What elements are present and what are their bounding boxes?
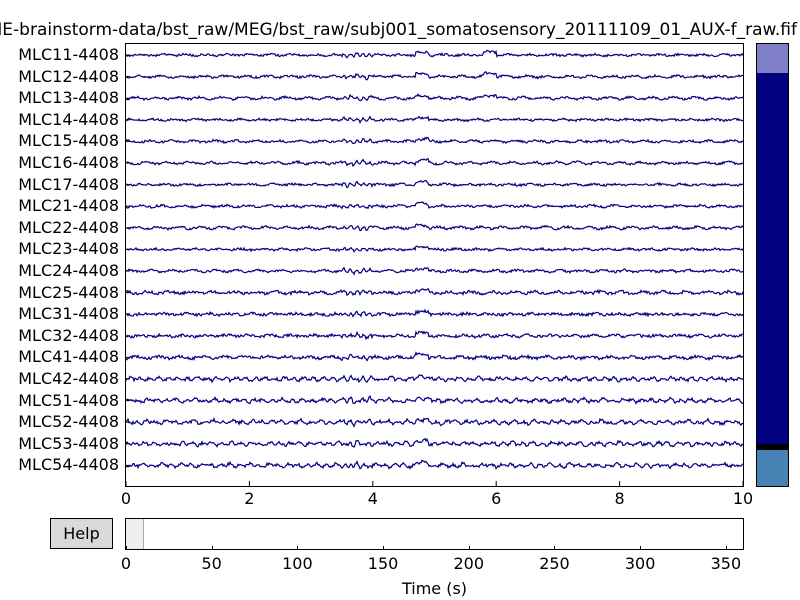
time-scroll-tick <box>468 546 470 550</box>
channel-label[interactable]: MLC13-4408 <box>18 88 119 108</box>
time-scroll-tick-label: 50 <box>201 554 222 573</box>
time-scroll-tick-label: 350 <box>710 554 742 573</box>
channel-trace <box>126 459 743 471</box>
channel-trace <box>126 330 743 341</box>
channel-label[interactable]: MLC22-4408 <box>18 217 119 237</box>
time-tick-label: 0 <box>120 489 132 508</box>
window-title: ubuntu/mne_data/MNE-brainstorm-data/bst_… <box>0 18 800 42</box>
window-title-text: ubuntu/mne_data/MNE-brainstorm-data/bst_… <box>0 20 797 40</box>
time-scrollbar[interactable] <box>125 518 744 550</box>
channel-label[interactable]: MLC11-4408 <box>18 45 119 64</box>
channel-label[interactable]: MLC51-4408 <box>18 390 119 410</box>
channel-scroll-segment <box>757 44 788 73</box>
time-tick-label: 10 <box>732 489 754 508</box>
channel-label[interactable]: MLC14-4408 <box>18 109 119 129</box>
channel-scroll-segment <box>757 449 788 486</box>
channel-trace <box>126 266 743 276</box>
time-scroll-tick-label: 0 <box>120 554 132 573</box>
time-scroll-tick <box>211 546 213 550</box>
channel-trace <box>126 287 743 297</box>
time-scroll-tick <box>640 546 642 550</box>
channel-trace <box>126 71 743 81</box>
time-tick-label: 4 <box>367 489 378 508</box>
channel-trace <box>126 93 743 102</box>
channel-label[interactable]: MLC12-4408 <box>18 66 119 86</box>
time-scroll-tick-label: 100 <box>282 554 313 573</box>
time-scroll-tick <box>126 546 127 550</box>
channel-label[interactable]: MLC53-4408 <box>18 433 119 453</box>
traces-svg <box>126 49 743 486</box>
channel-label[interactable]: MLC25-4408 <box>18 282 119 302</box>
channel-trace <box>126 201 743 210</box>
channel-label[interactable]: MLC21-4408 <box>18 196 119 216</box>
channel-label[interactable]: MLC41-4408 <box>18 347 119 367</box>
time-scrollbar-thumb[interactable] <box>126 519 145 549</box>
time-scroll-tick <box>297 546 299 550</box>
time-scroll-tick-label: 250 <box>539 554 570 573</box>
channel-label[interactable]: MLC54-4408 <box>18 455 119 475</box>
time-tick-label: 2 <box>244 489 255 508</box>
channel-label[interactable]: MLC24-4408 <box>18 261 119 280</box>
channel-scroll-segment <box>757 444 788 450</box>
channel-scrollbar[interactable] <box>756 43 789 487</box>
time-tick-label: 6 <box>491 489 502 508</box>
time-scroll-tick <box>554 546 556 550</box>
channel-label[interactable]: MLC32-4408 <box>18 325 119 345</box>
channel-trace <box>126 351 743 362</box>
channel-trace <box>126 308 743 318</box>
channel-trace <box>126 223 743 232</box>
channel-scroll-segment <box>757 72 788 444</box>
channel-trace <box>126 49 743 59</box>
channel-label[interactable]: MLC42-4408 <box>18 369 119 388</box>
time-scroll-tick-label: 200 <box>453 554 485 573</box>
channel-label[interactable]: MLC16-4408 <box>18 153 119 172</box>
channel-trace <box>126 157 743 167</box>
channel-trace <box>126 245 743 253</box>
channel-trace <box>126 417 743 428</box>
help-button[interactable]: Help <box>50 518 113 549</box>
channel-label[interactable]: MLC31-4408 <box>18 304 119 324</box>
time-scroll-tick-label: 300 <box>624 554 656 573</box>
channel-label[interactable]: MLC52-4408 <box>18 412 119 432</box>
channel-trace <box>126 179 743 189</box>
channel-trace <box>126 374 743 384</box>
time-axis-title: Time (s) <box>401 579 468 598</box>
channel-label[interactable]: MLC17-4408 <box>18 174 119 194</box>
time-scroll-tick <box>725 546 727 550</box>
channel-trace <box>126 115 743 125</box>
time-scroll-tick-label: 150 <box>367 554 399 573</box>
channel-label[interactable]: MLC23-4408 <box>18 239 119 259</box>
channel-trace <box>126 437 743 448</box>
raw-traces-plot[interactable] <box>125 43 744 487</box>
time-tick-label: 8 <box>614 489 625 508</box>
time-scroll-tick <box>383 546 385 550</box>
channel-trace <box>126 136 743 145</box>
channel-trace <box>126 395 743 405</box>
channel-label[interactable]: MLC15-4408 <box>18 131 119 151</box>
